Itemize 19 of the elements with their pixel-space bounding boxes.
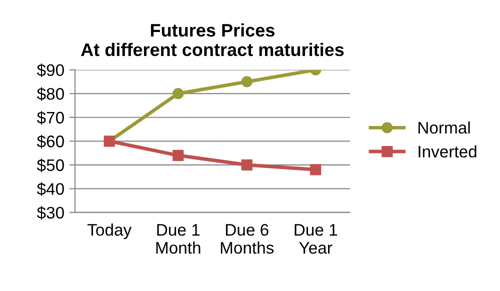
legend-label: Normal	[418, 121, 470, 134]
y-tick-label: $40	[36, 182, 64, 196]
x-tick-label: Due 1 Year	[294, 224, 338, 254]
point	[310, 164, 322, 176]
point	[241, 76, 252, 88]
point	[241, 159, 252, 170]
x-tick-label: Today	[88, 224, 132, 240]
point	[172, 150, 184, 161]
y-tick-label: $90	[36, 64, 64, 78]
chart-title: Futures Prices At different contract maturities	[81, 23, 344, 56]
x-tick-label: Due 1 Month	[156, 224, 200, 254]
legend-label: Inverted	[418, 145, 476, 158]
y-tick-label: $60	[36, 134, 64, 148]
y-tick-label: $50	[36, 158, 64, 172]
point	[172, 88, 184, 100]
y-tick-label: $30	[36, 206, 64, 220]
y-tick-label: $70	[36, 111, 64, 125]
y-tick-label: $80	[36, 87, 64, 101]
x-tick-label: Due 6 Months	[220, 224, 274, 254]
